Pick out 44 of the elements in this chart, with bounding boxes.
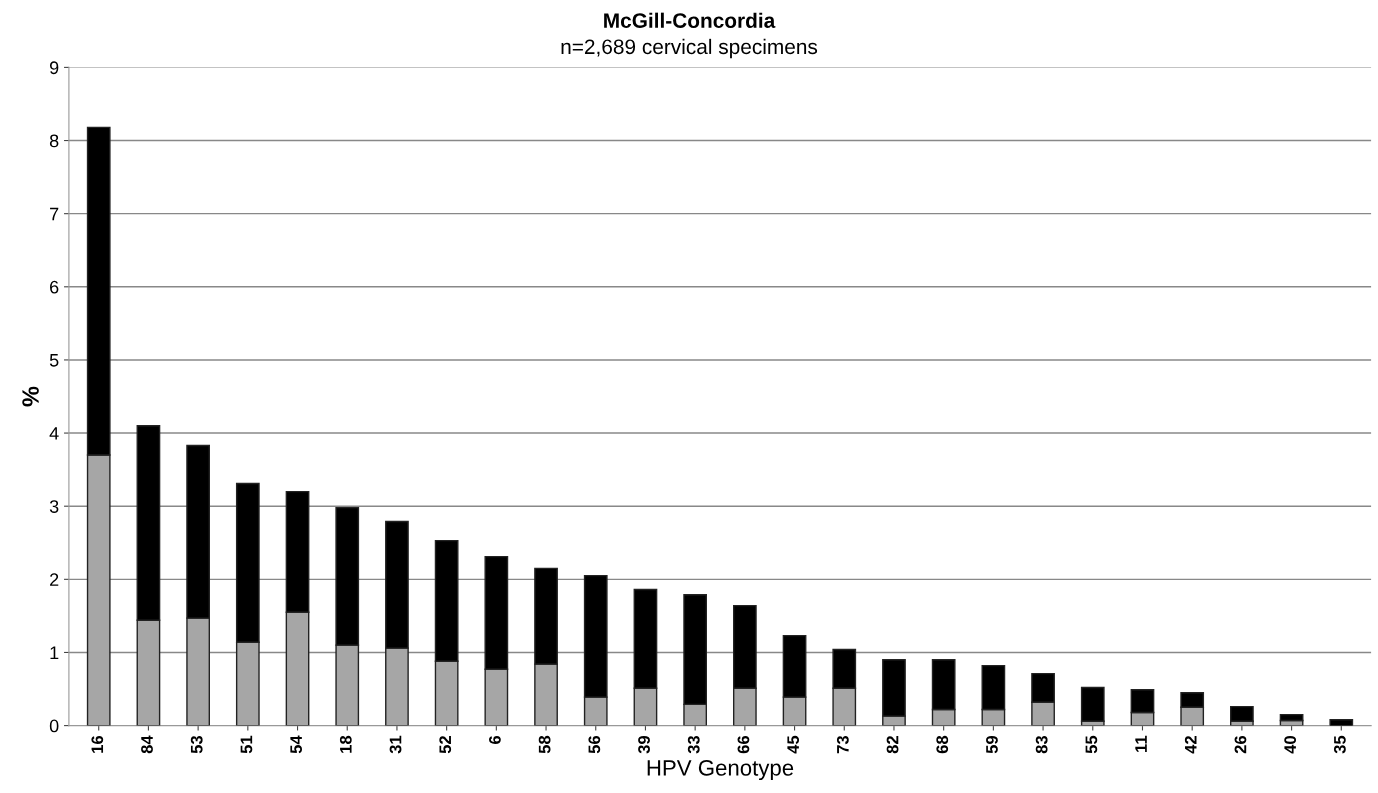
x-tick-label: 53 [190,735,203,754]
x-tick-label: 56 [588,735,601,754]
chart-title: McGill-Concordia [604,12,776,28]
y-tick-label: 2 [50,573,59,586]
x-tick-label: 82 [886,735,899,754]
x-tick-label: 26 [1234,735,1247,754]
x-tick-label: 84 [141,735,153,754]
x-tick-label: 16 [91,735,104,753]
x-tick-label: 73 [836,735,849,754]
y-tick-label: 1 [50,646,59,660]
x-tick-label: 39 [638,735,650,754]
x-tick-label: 45 [787,735,800,754]
bar [1279,713,1304,722]
x-tick-label: 55 [1085,735,1098,754]
x-tick-label: 42 [1184,735,1197,754]
x-tick-label: 58 [538,735,551,754]
y-tick-label: 3 [49,500,59,513]
x-tick-label: 6 [489,735,501,744]
x-tick-label: 59 [986,735,998,754]
x-tick-label: 11 [1135,735,1147,752]
x-tick-label: 31 [389,735,402,754]
y-tick-label: 9 [49,61,59,75]
x-tick-label: 40 [1284,736,1297,754]
x-tick-label: 68 [936,735,949,754]
x-tick-label: 33 [687,735,700,754]
x-tick-label: 54 [290,735,303,754]
bar [1080,686,1105,722]
y-tick-label: 5 [49,354,59,367]
x-tick-label: 52 [439,735,452,754]
chart-subtitle: n=2,689 cervical specimens [561,38,818,59]
bar [1329,719,1354,726]
y-tick-label: 8 [49,134,59,148]
x-tick-label: 35 [1333,735,1346,754]
x-axis-title: HPV Genotype [647,760,794,781]
y-tick-label: 6 [50,280,59,294]
y-tick-label: 7 [50,207,59,221]
x-tick-label: 66 [737,735,750,754]
x-tick-label: 51 [240,735,253,754]
y-axis-title: % [22,386,39,407]
x-tick-label: 83 [1035,735,1048,754]
x-tick-label: 18 [339,735,352,753]
y-tick-label: 0 [49,719,59,733]
y-tick-label: 4 [49,427,59,440]
bar [1230,705,1254,722]
